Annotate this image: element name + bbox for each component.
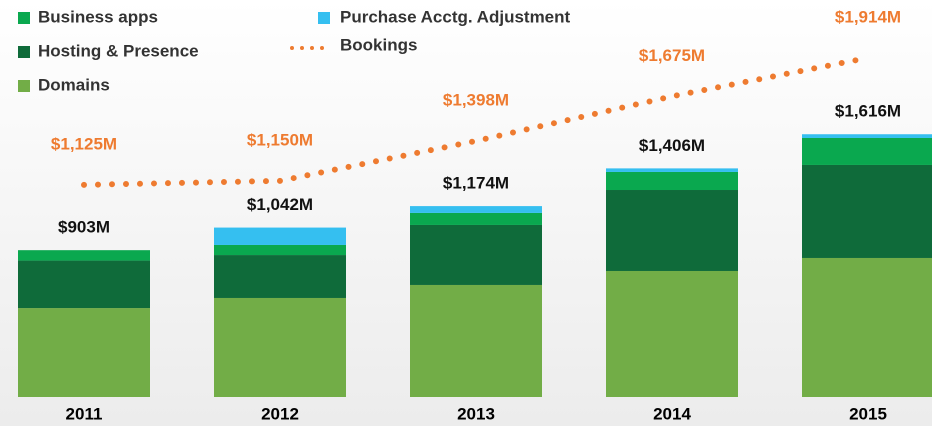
total-label: $1,616M: [835, 102, 901, 121]
bookings-label: $1,675M: [639, 46, 705, 65]
bar-segment: [606, 168, 738, 172]
bar-segment: [802, 134, 932, 138]
bar-segment: [606, 270, 738, 397]
bar-segment: [802, 164, 932, 258]
bar-segment: [214, 297, 346, 397]
bar-segment: [214, 255, 346, 298]
bar-segment: [410, 284, 542, 397]
total-label: $1,174M: [443, 174, 509, 193]
bar-segment: [18, 260, 150, 309]
total-label: $903M: [58, 218, 110, 237]
bar-segment: [18, 250, 150, 261]
x-tick-label: 2012: [261, 404, 299, 423]
x-tick-label: 2015: [849, 404, 887, 423]
bookings-label: $1,125M: [51, 134, 117, 153]
bar-segment: [18, 308, 150, 397]
total-label: $1,042M: [247, 195, 313, 214]
bar-segment: [802, 257, 932, 397]
bookings-label: $1,150M: [247, 130, 313, 149]
bar-segment: [802, 137, 932, 165]
bookings-label: $1,914M: [835, 7, 901, 26]
bookings-label: $1,398M: [443, 90, 509, 109]
x-tick-label: 2011: [66, 404, 103, 423]
legend-swatch: [18, 80, 30, 92]
legend-label: Hosting & Presence: [38, 41, 199, 60]
legend-label: Bookings: [340, 35, 417, 54]
x-tick-label: 2013: [457, 404, 495, 423]
legend-swatch: [18, 12, 30, 24]
bar-segment: [410, 224, 542, 285]
x-tick-label: 2014: [653, 404, 691, 423]
bar-segment: [410, 212, 542, 225]
legend-label: Business apps: [38, 7, 158, 26]
legend-swatch: [318, 12, 330, 24]
legend-label: Domains: [38, 75, 110, 94]
legend-swatch: [18, 46, 30, 58]
legend-label: Purchase Acctg. Adjustment: [340, 7, 571, 26]
bar-segment: [606, 190, 738, 271]
total-label: $1,406M: [639, 136, 705, 155]
bar-segment: [214, 244, 346, 256]
bar-segment: [606, 171, 738, 191]
bar-segment: [410, 206, 542, 213]
bar-segment: [214, 227, 346, 245]
